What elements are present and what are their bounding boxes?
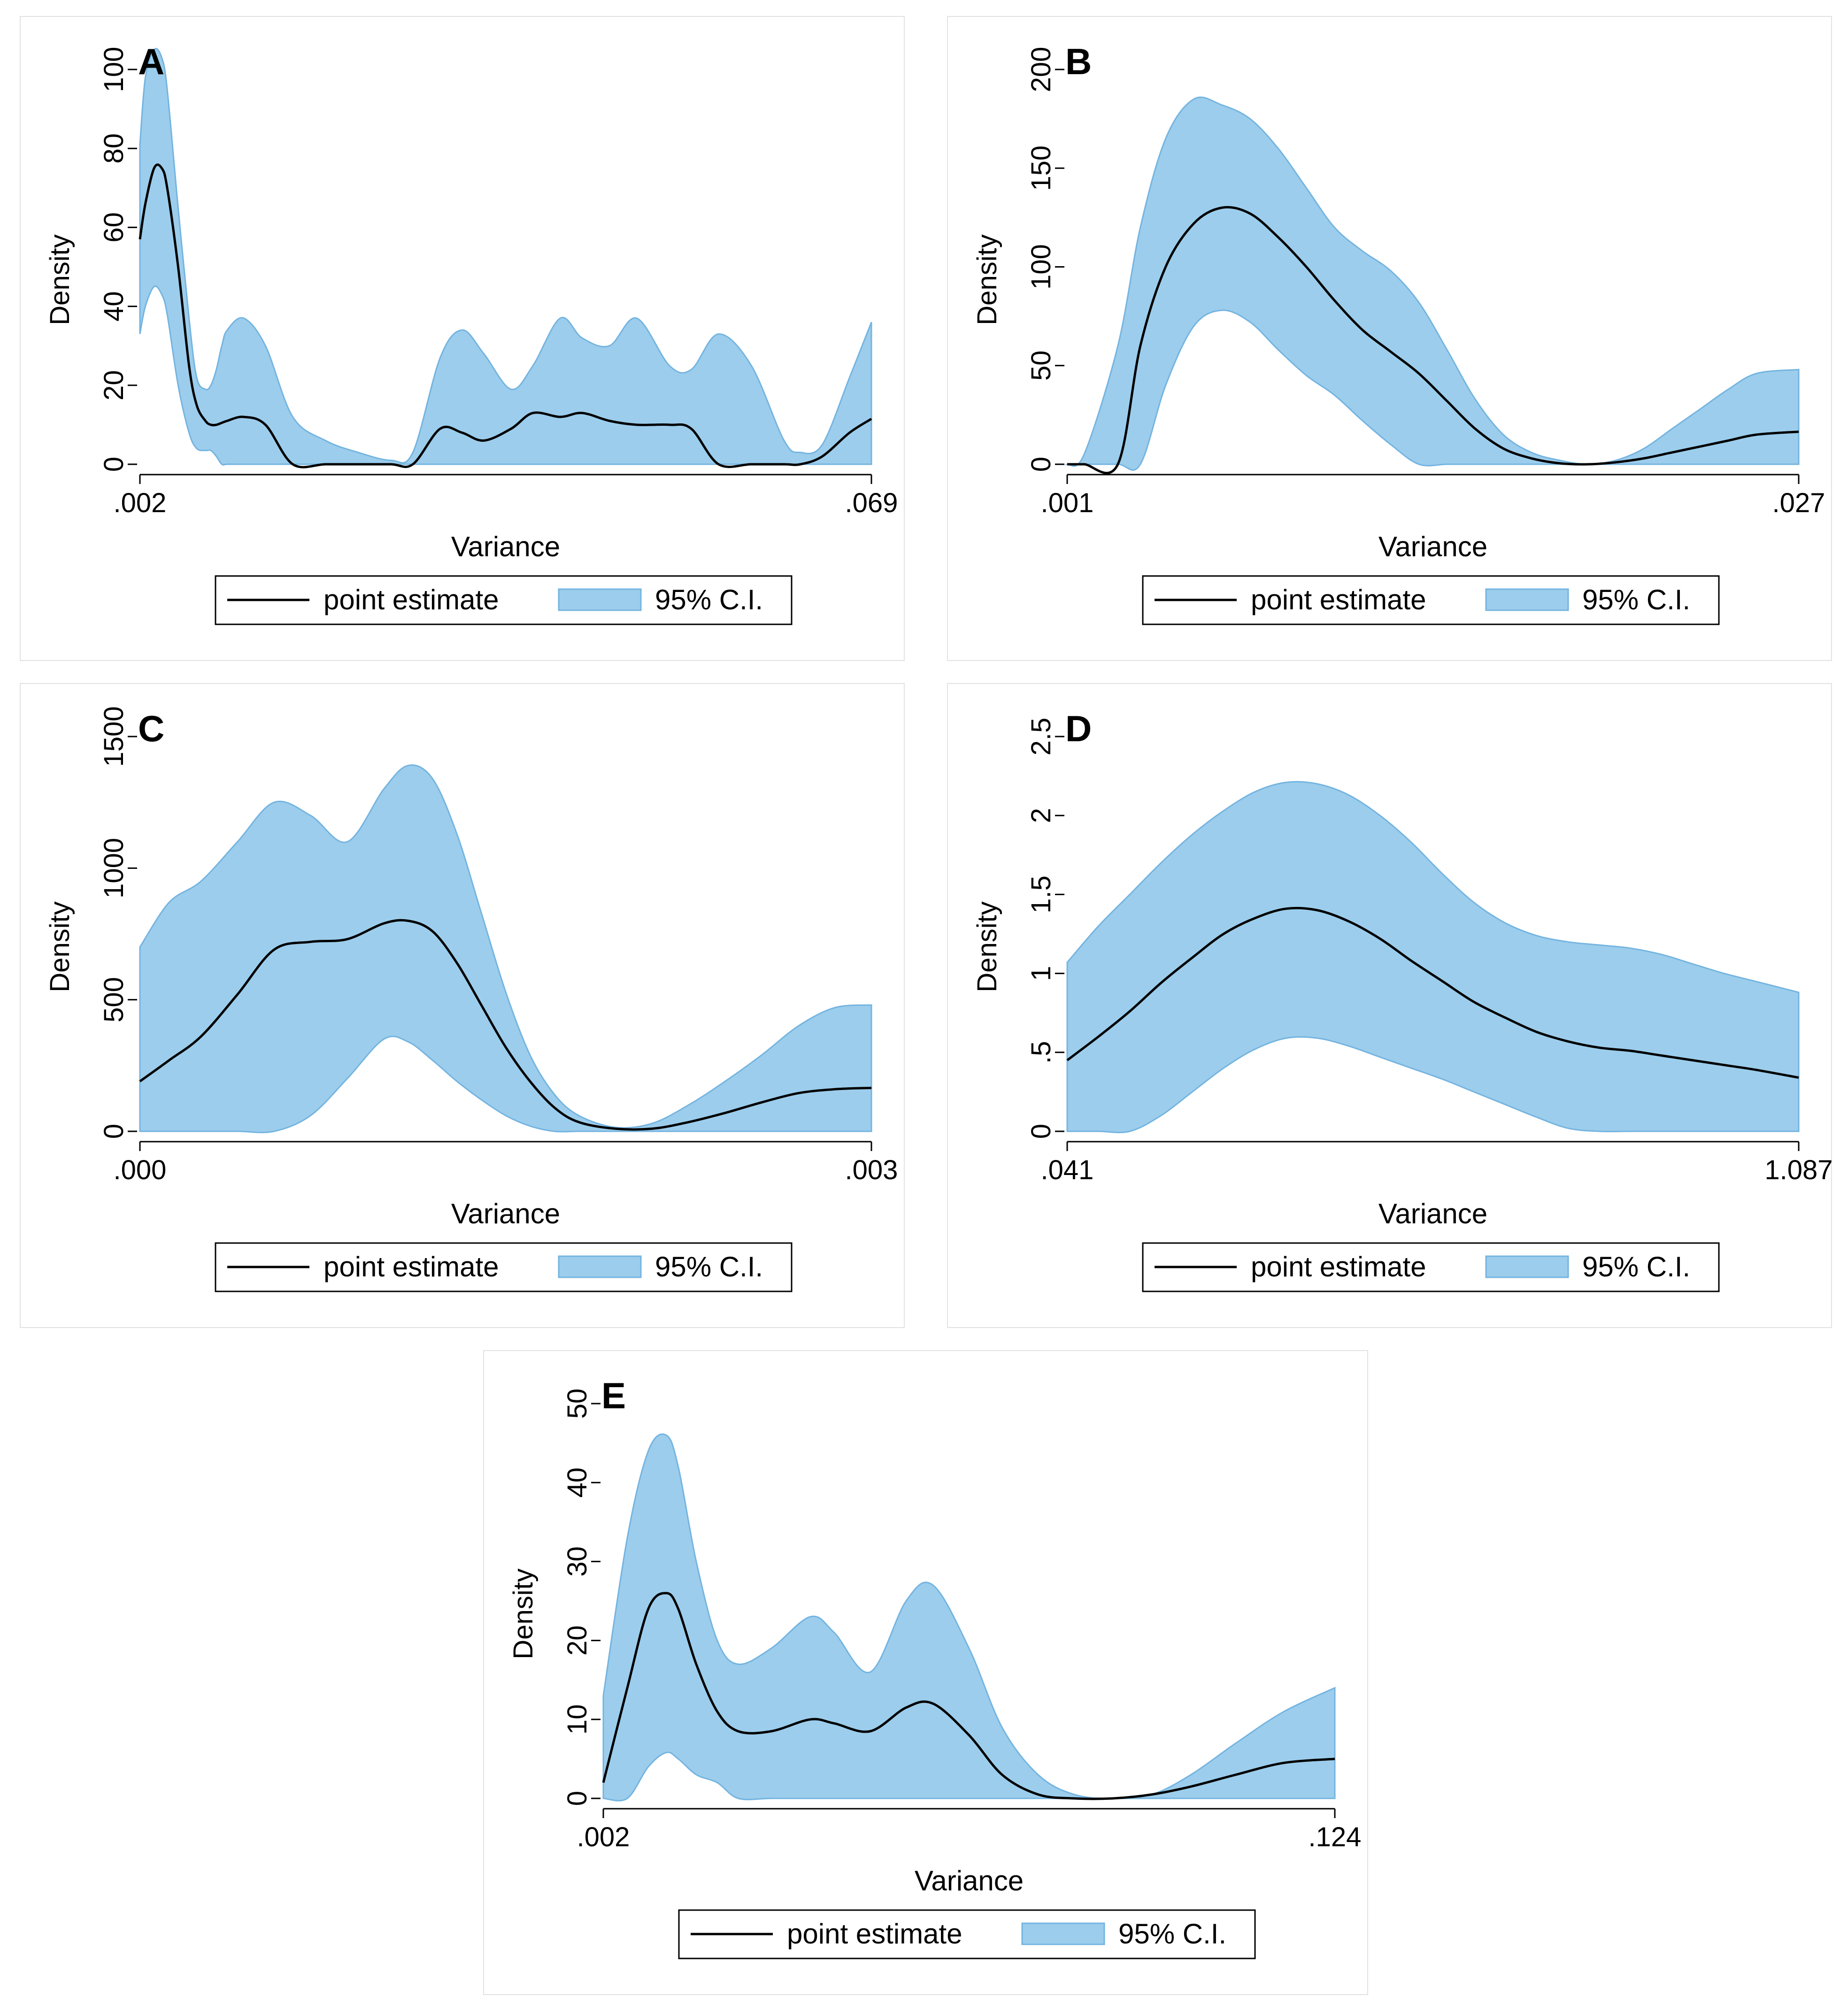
y-tick-label: 30 (562, 1546, 593, 1577)
legend-label-point-estimate: point estimate (1251, 584, 1426, 615)
legend-label-ci: 95% C.I. (655, 1251, 763, 1282)
y-tick-label: 100 (1026, 244, 1056, 290)
y-tick-label: 50 (1026, 350, 1056, 381)
y-tick-label: 80 (99, 133, 129, 164)
y-tick-label: 2.5 (1026, 718, 1056, 756)
y-axis-title: Density (45, 234, 75, 325)
x-tick-label: .041 (1041, 1155, 1094, 1185)
legend: point estimate 95% C.I. (1142, 575, 1720, 625)
ci-band-c (139, 764, 872, 1133)
y-axis-title: Density (972, 901, 1002, 992)
y-tick-label: 20 (562, 1625, 593, 1656)
y-axis-title: Density (508, 1568, 539, 1659)
panel-letter: E (601, 1375, 626, 1416)
legend: point estimate 95% C.I. (215, 575, 793, 625)
legend-band-key (558, 1255, 642, 1278)
y-tick-label: 100 (99, 47, 129, 92)
legend-band-key (558, 588, 642, 611)
legend: point estimate 95% C.I. (678, 1909, 1256, 1959)
x-axis-title: Variance (451, 1198, 560, 1229)
y-tick-label: 50 (562, 1389, 593, 1419)
x-tick-label: .002 (577, 1822, 630, 1852)
legend-label-point-estimate: point estimate (1251, 1251, 1426, 1282)
panel-letter: A (138, 41, 164, 82)
legend-label-point-estimate: point estimate (787, 1918, 962, 1950)
legend-box (215, 1242, 793, 1292)
y-tick-label: 20 (99, 370, 129, 401)
x-axis-title: Variance (1378, 1198, 1487, 1229)
legend-box (1142, 1242, 1720, 1292)
panel-letter: D (1065, 708, 1092, 749)
point-estimate-line-a (139, 163, 872, 468)
y-tick-label: 1 (1026, 966, 1056, 981)
y-tick-label: 10 (562, 1705, 593, 1735)
chart-svg: 0 20 40 60 80 100 .002 .069 Variance Density Apoin… (45, 41, 898, 625)
panel-letter: B (1065, 41, 1092, 82)
y-tick-label: 0 (99, 1124, 129, 1139)
y-tick-label: 2 (1026, 808, 1056, 823)
x-tick-label: .001 (1041, 488, 1094, 518)
y-axis-title: Density (972, 234, 1002, 325)
x-tick-label: .003 (845, 1155, 898, 1185)
y-tick-label: .5 (1026, 1041, 1056, 1064)
legend: point estimate 95% C.I. (1142, 1242, 1720, 1292)
legend-box (1142, 575, 1720, 625)
y-tick-label: 150 (1026, 146, 1056, 191)
chart-svg: 0 .5 1 1.5 2 2.5 .041 1.087 Variance Density Dpoin… (972, 708, 1833, 1292)
panel-letter: C (138, 708, 164, 749)
legend-label-ci: 95% C.I. (1582, 1251, 1690, 1282)
legend-box (678, 1909, 1256, 1959)
legend-label-ci: 95% C.I. (1118, 1918, 1226, 1950)
chart-svg: 0 10 20 30 40 50 .002 .124 Variance Density Epoint… (508, 1375, 1362, 1959)
ci-band-b (1064, 96, 1800, 471)
legend-band-key (1485, 1255, 1569, 1278)
legend-label-ci: 95% C.I. (655, 584, 763, 615)
y-tick-label: 1500 (99, 706, 129, 767)
legend-box (215, 575, 793, 625)
chart-svg: 0 500 1000 1500 .000 .003 Variance Density Cpoin… (45, 706, 898, 1292)
x-tick-label: .000 (114, 1155, 167, 1185)
chart-svg: 0 50 100 150 200 .001 .027 Variance Density Bpoin… (972, 41, 1825, 625)
y-tick-label: 40 (99, 291, 129, 322)
x-tick-label: .027 (1772, 488, 1825, 518)
y-tick-label: 500 (99, 977, 129, 1022)
legend: point estimate 95% C.I. (215, 1242, 793, 1292)
legend-label-ci: 95% C.I. (1582, 584, 1690, 615)
x-tick-label: .069 (845, 488, 898, 518)
ci-band-e (602, 1433, 1336, 1802)
x-axis-title: Variance (1378, 531, 1487, 562)
y-tick-label: 40 (562, 1467, 593, 1498)
x-tick-label: .002 (114, 488, 167, 518)
x-tick-label: .124 (1309, 1822, 1362, 1852)
x-axis-title: Variance (915, 1865, 1024, 1897)
legend-label-point-estimate: point estimate (323, 1251, 499, 1282)
point-estimate-line-d (1066, 906, 1799, 1079)
ci-band-d (1066, 781, 1800, 1133)
legend-label-point-estimate: point estimate (323, 584, 499, 615)
y-tick-label: 200 (1026, 47, 1056, 92)
ci-band-a (139, 48, 872, 466)
y-tick-label: 1000 (99, 838, 129, 898)
legend-band-key (1485, 588, 1569, 611)
point-estimate-line-b (1067, 206, 1799, 475)
legend-band-key (1021, 1922, 1105, 1945)
point-estimate-line-c (139, 919, 872, 1131)
point-estimate-line-e (602, 1592, 1335, 1800)
y-tick-label: 1.5 (1026, 875, 1056, 914)
y-axis-title: Density (45, 901, 75, 992)
x-tick-label: 1.087 (1764, 1155, 1833, 1185)
y-tick-label: 0 (562, 1791, 593, 1806)
x-axis-title: Variance (451, 531, 560, 562)
y-tick-label: 0 (1026, 457, 1056, 472)
y-tick-label: 0 (1026, 1124, 1056, 1139)
y-tick-label: 0 (99, 457, 129, 472)
y-tick-label: 60 (99, 212, 129, 243)
